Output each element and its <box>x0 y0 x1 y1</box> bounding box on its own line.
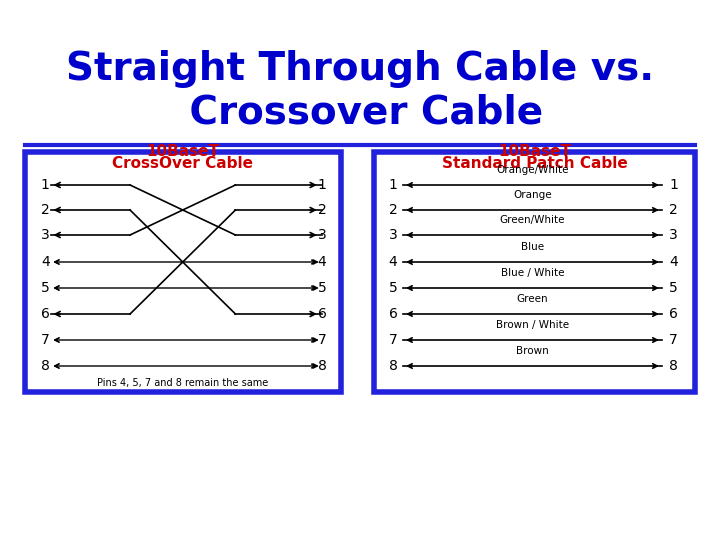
Text: 2: 2 <box>41 203 50 217</box>
Text: Orange: Orange <box>513 190 552 200</box>
Text: 10BaseT: 10BaseT <box>498 144 571 159</box>
Text: 10BaseT: 10BaseT <box>146 144 220 159</box>
Text: 7: 7 <box>670 333 678 347</box>
Text: 7: 7 <box>318 333 326 347</box>
Text: 8: 8 <box>41 359 50 373</box>
Text: CrossOver Cable: CrossOver Cable <box>112 156 253 171</box>
Text: 6: 6 <box>669 307 678 321</box>
Text: 7: 7 <box>41 333 50 347</box>
Text: Blue / White: Blue / White <box>500 268 564 278</box>
Text: 1: 1 <box>669 178 678 192</box>
Text: 5: 5 <box>41 281 50 295</box>
Text: 2: 2 <box>670 203 678 217</box>
Text: 2: 2 <box>389 203 397 217</box>
Text: Brown / White: Brown / White <box>496 320 569 330</box>
Text: 3: 3 <box>389 228 397 242</box>
FancyBboxPatch shape <box>374 152 696 392</box>
Text: 1: 1 <box>318 178 326 192</box>
Text: 4: 4 <box>318 255 326 269</box>
Text: Pins 4, 5, 7 and 8 remain the same: Pins 4, 5, 7 and 8 remain the same <box>97 378 269 388</box>
Text: 3: 3 <box>670 228 678 242</box>
Text: 4: 4 <box>389 255 397 269</box>
Text: 1: 1 <box>41 178 50 192</box>
Text: Green: Green <box>517 294 549 304</box>
Text: 5: 5 <box>318 281 326 295</box>
Text: 4: 4 <box>670 255 678 269</box>
Text: 6: 6 <box>389 307 397 321</box>
Text: 1: 1 <box>389 178 397 192</box>
Text: 3: 3 <box>41 228 50 242</box>
Text: Blue: Blue <box>521 242 544 252</box>
Text: Standard Patch Cable: Standard Patch Cable <box>441 156 627 171</box>
Text: 2: 2 <box>318 203 326 217</box>
Text: Green/White: Green/White <box>500 215 565 225</box>
Text: 8: 8 <box>318 359 326 373</box>
Text: 6: 6 <box>318 307 326 321</box>
Text: Straight Through Cable vs.
 Crossover Cable: Straight Through Cable vs. Crossover Cab… <box>66 50 654 132</box>
FancyBboxPatch shape <box>24 152 341 392</box>
Text: 8: 8 <box>669 359 678 373</box>
Text: 8: 8 <box>389 359 397 373</box>
Text: 6: 6 <box>41 307 50 321</box>
Text: Brown: Brown <box>516 346 549 356</box>
Text: Orange/White: Orange/White <box>496 165 569 175</box>
Text: 7: 7 <box>389 333 397 347</box>
Text: 5: 5 <box>389 281 397 295</box>
Text: 5: 5 <box>670 281 678 295</box>
Text: 3: 3 <box>318 228 326 242</box>
Text: 4: 4 <box>41 255 50 269</box>
